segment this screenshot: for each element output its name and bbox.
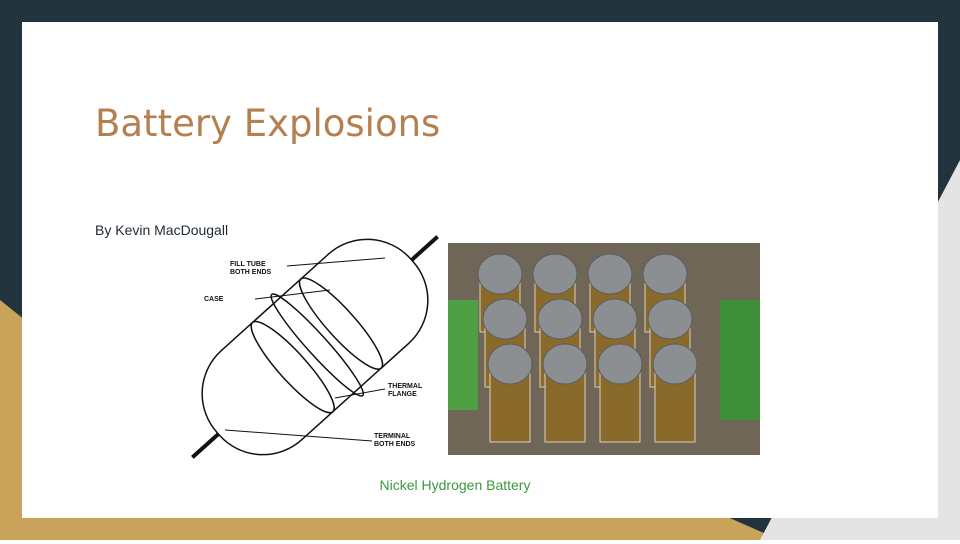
cell-dome: [647, 298, 693, 340]
cell-dome: [487, 343, 533, 385]
cell-dome: [587, 253, 633, 295]
cell-dome: [537, 298, 583, 340]
photo-green: [720, 300, 760, 420]
battery-photo: [448, 243, 760, 455]
diagram-label: THERMAL: [388, 383, 423, 390]
diagram-label: BOTH ENDS: [230, 269, 272, 276]
cell-dome: [592, 298, 638, 340]
slide-title: Battery Explosions: [95, 102, 440, 145]
diagram-label: TERMINAL: [374, 433, 411, 440]
cell-outline: [191, 235, 439, 459]
cell-dome: [477, 253, 523, 295]
cell-dome: [642, 253, 688, 295]
cell-dome: [597, 343, 643, 385]
diagram-label: BOTH ENDS: [374, 441, 416, 448]
photo-green-left: [448, 300, 478, 410]
diagram-label: FILL TUBE: [230, 261, 266, 268]
cell-dome: [532, 253, 578, 295]
diagram-label: CASE: [204, 296, 224, 303]
cell-dome: [652, 343, 698, 385]
diagram-label: FLANGE: [388, 391, 417, 398]
image-caption: Nickel Hydrogen Battery: [380, 477, 531, 493]
battery-diagram: [191, 235, 439, 459]
cell-dome: [542, 343, 588, 385]
slide-subtitle: By Kevin MacDougall: [95, 222, 228, 238]
cell-dome: [482, 298, 528, 340]
